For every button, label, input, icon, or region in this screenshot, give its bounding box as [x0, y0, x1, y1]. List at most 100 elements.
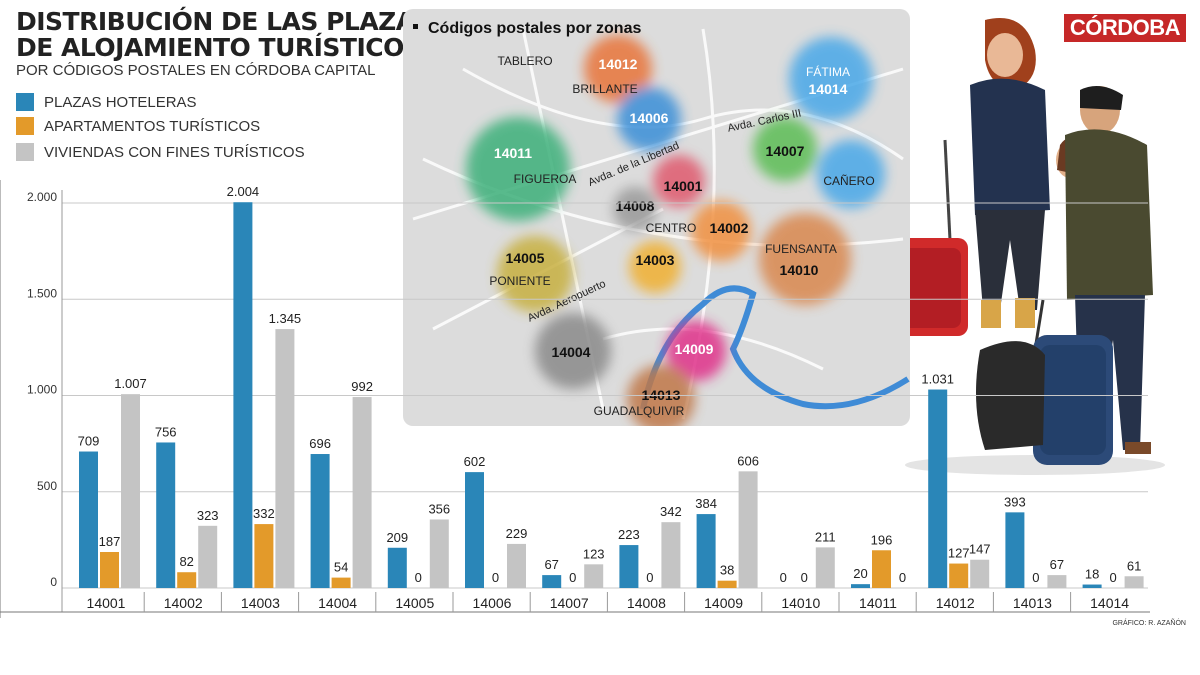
zone-name-tablero: TABLERO: [497, 54, 552, 68]
travelers-illustration: [890, 18, 1165, 475]
bar-14001-series-1: [79, 451, 98, 588]
bar-14004-series-2: [331, 577, 351, 588]
data-label-14001-series-1: 709: [78, 434, 100, 449]
bar-14009-series-1: [696, 514, 716, 588]
zone-14011-area: [466, 117, 570, 221]
zone-code-14011: 14011: [494, 145, 532, 161]
data-label-14008-series-3: 342: [660, 504, 682, 519]
data-label-14011-series-3: 0: [899, 570, 906, 585]
data-label-14006-series-1: 602: [464, 454, 486, 469]
zone-14009-area: [666, 321, 726, 381]
x-tick-label-14005: 14005: [395, 595, 434, 611]
data-label-14007-series-1: 67: [544, 557, 558, 572]
data-label-14007-series-2: 0: [569, 570, 576, 585]
zone-cañero-area: [817, 140, 885, 208]
zone-code-14004: 14004: [552, 344, 591, 360]
bar-14011-series-1: [851, 584, 870, 588]
chart-title-line-1: DISTRIBUCIÓN DE LAS PLAZAS: [16, 7, 433, 36]
bar-14007-series-1: [542, 575, 562, 588]
data-label-14004-series-1: 696: [309, 436, 331, 451]
zone-name-cañero: CAÑERO: [823, 174, 874, 188]
data-label-14005-series-2: 0: [415, 570, 422, 585]
x-tick-label-14008: 14008: [627, 595, 666, 611]
data-label-14013-series-1: 393: [1004, 494, 1026, 509]
zone-name-figueroa: FIGUEROA: [514, 172, 577, 186]
zone-14002-area: [691, 201, 751, 261]
data-label-14003-series-3: 1.345: [269, 311, 302, 326]
bar-14004-series-1: [310, 454, 330, 588]
zone-code-14001: 14001: [664, 178, 703, 194]
bar-14006-series-1: [465, 472, 484, 588]
data-label-14014-series-3: 61: [1127, 558, 1141, 573]
bar-14002-series-3: [198, 525, 218, 588]
x-tick-label-14014: 14014: [1090, 595, 1129, 611]
zone-code-14009: 14009: [675, 341, 714, 357]
bar-14003-series-3: [275, 329, 295, 588]
data-label-14002-series-1: 756: [155, 424, 177, 439]
chart-title-line-2: DE ALOJAMIENTO TURÍSTICO: [16, 33, 404, 62]
data-label-14013-series-2: 0: [1032, 570, 1039, 585]
zone-14003-area: [629, 241, 681, 293]
x-axis: [0, 180, 1150, 618]
legend-swatch-apartments: [16, 117, 34, 135]
data-label-14010-series-3: 211: [815, 529, 836, 544]
bar-14003-series-2: [254, 524, 274, 588]
bar-14009-series-2: [717, 580, 737, 588]
bar-14012-series-2: [949, 563, 969, 588]
data-label-14008-series-1: 223: [618, 527, 640, 542]
x-tick-label-14012: 14012: [936, 595, 975, 611]
bar-14006-series-3: [507, 543, 526, 588]
legend-label-vacation-homes: VIVIENDAS CON FINES TURÍSTICOS: [44, 143, 305, 161]
bar-14008-series-3: [661, 522, 681, 588]
data-label-14006-series-3: 229: [506, 526, 528, 541]
data-label-14005-series-1: 209: [386, 530, 408, 545]
zone-14001-area: [653, 155, 705, 207]
zone-14014-area: [789, 37, 873, 121]
bar-14005-series-1: [387, 547, 407, 588]
zone-name-fátima: FÁTIMA: [806, 64, 850, 79]
data-label-14001-series-2: 187: [99, 534, 121, 549]
bar-14011-series-2: [872, 550, 891, 588]
map-background: [403, 9, 910, 426]
data-label-14010-series-1: 0: [780, 570, 787, 585]
x-tick-label-14002: 14002: [164, 595, 203, 611]
bar-14010-series-3: [815, 547, 835, 588]
x-tick-label-14007: 14007: [550, 595, 589, 611]
brand-badge: CÓRDOBA: [1063, 14, 1186, 42]
postal-code-map: 14012 TABLERO BRILLANTE 14014 FÁTIMA 14006 140…: [403, 9, 910, 426]
zone-blobs: [466, 35, 885, 426]
bar-14002-series-1: [156, 442, 176, 588]
legend-item-hotel: PLAZAS HOTELERAS: [16, 92, 197, 112]
bar-14013-series-3: [1047, 575, 1067, 588]
zone-code-14008: 14008: [616, 198, 655, 214]
zone-name-fuensanta: FUENSANTA: [765, 242, 837, 256]
data-label-14014-series-1: 18: [1085, 567, 1099, 582]
data-label-14003-series-2: 332: [253, 506, 275, 521]
zone-14007-area: [753, 117, 817, 181]
legend-swatch-vacation-homes: [16, 143, 34, 161]
legend-label-hotel: PLAZAS HOTELERAS: [44, 93, 197, 111]
data-label-14012-series-3: 147: [969, 542, 991, 557]
zone-code-14014: 14014: [809, 81, 848, 97]
bar-14012-series-3: [970, 559, 990, 588]
zone-code-14012: 14012: [599, 56, 638, 72]
y-gridlines: [62, 202, 1148, 589]
zone-14008-area: [613, 187, 657, 231]
data-label-14002-series-3: 323: [197, 508, 219, 523]
bar-14005-series-3: [429, 519, 449, 588]
data-label-14012-series-1: 1.031: [921, 372, 954, 387]
bar-14012-series-1: [928, 389, 948, 588]
x-tick-label-14004: 14004: [318, 595, 357, 611]
data-label-14009-series-2: 38: [720, 563, 734, 578]
zone-14004-area: [535, 313, 611, 389]
zone-code-14003: 14003: [636, 252, 675, 268]
bar-14001-series-3: [121, 394, 140, 588]
x-tick-label-14003: 14003: [241, 595, 280, 611]
data-label-14003-series-1: 2.004: [227, 184, 260, 199]
x-tick-label-14013: 14013: [1013, 595, 1052, 611]
y-tick-label: 2.000: [27, 190, 57, 204]
data-label-14006-series-2: 0: [492, 570, 499, 585]
x-tick-label-14009: 14009: [704, 595, 743, 611]
zone-14006-area: [617, 87, 681, 151]
